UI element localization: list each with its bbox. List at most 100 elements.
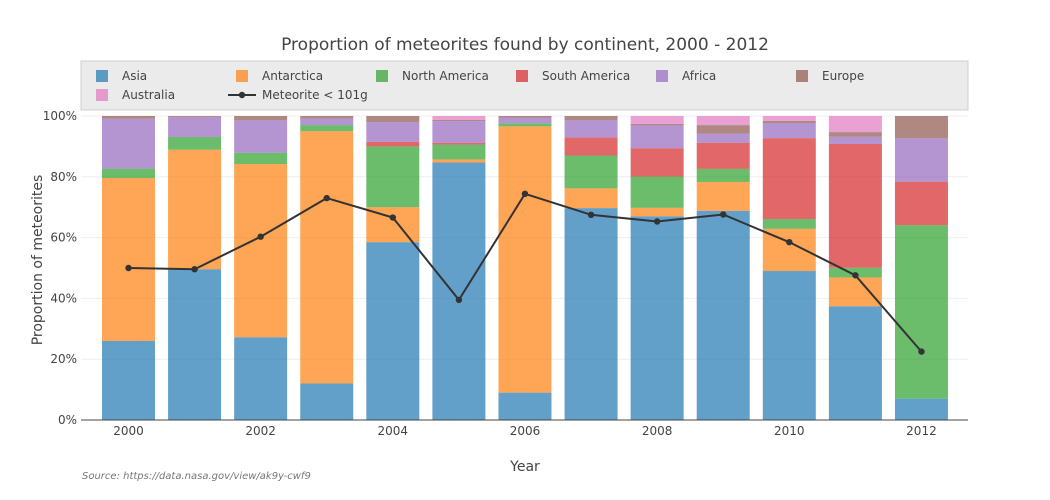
legend-label: Meteorite < 101g (262, 88, 368, 102)
bar-segment-europe (366, 116, 420, 123)
bar-segment-north-america (630, 176, 684, 208)
y-tick-label: 0% (58, 413, 77, 427)
legend-label: Africa (682, 69, 716, 83)
bar-segment-south-america (630, 148, 684, 177)
bar-segment-south-america (894, 181, 948, 226)
legend-label: Europe (822, 69, 864, 83)
bar-segment-europe (762, 120, 816, 123)
bar-segment-africa (894, 138, 948, 182)
bar-segment-antarctica (696, 181, 750, 211)
bar-segment-australia (828, 116, 882, 133)
bar-segment-antarctica (168, 149, 222, 270)
bar-segment-antarctica (630, 207, 684, 217)
legend-swatch (376, 70, 388, 82)
bar-segment-north-america (366, 146, 420, 208)
y-tick-label: 60% (50, 231, 77, 245)
bar-stack-group (102, 116, 948, 420)
bar-segment-asia (630, 216, 684, 420)
bar-segment-antarctica (102, 178, 155, 341)
bar-segment-africa (630, 125, 684, 149)
y-tick-label: 20% (50, 352, 77, 366)
legend-swatch (516, 70, 528, 82)
bar-segment-north-america (102, 168, 155, 179)
bar-segment-asia (234, 337, 288, 420)
line-point (852, 272, 859, 279)
line-point (389, 214, 397, 221)
bar-segment-australia (432, 116, 486, 120)
bar-segment-africa (102, 118, 155, 169)
bar-segment-north-america (168, 136, 222, 150)
legend-background (80, 60, 969, 111)
legend-label: Asia (122, 69, 147, 83)
bar-segment-africa (234, 120, 288, 153)
bar-segment-africa (762, 122, 816, 139)
bar-segment-asia (564, 208, 618, 420)
line-point (587, 211, 595, 218)
bar-segment-north-america (432, 144, 486, 160)
line-point (125, 264, 132, 272)
legend-swatch (796, 70, 808, 82)
x-tick-label: 2004 (378, 424, 409, 438)
bar-segment-africa (564, 120, 618, 138)
y-tick-label: 40% (50, 291, 77, 305)
bar-segment-south-america (762, 138, 816, 220)
legend: Asia Antarctica North America South America… (80, 60, 969, 111)
x-tick-label: 2008 (642, 424, 673, 438)
bar-segment-south-america (564, 137, 618, 156)
bar-segment-asia (168, 269, 222, 420)
bar-segment-antarctica (234, 164, 288, 338)
bar-segment-south-america (828, 143, 882, 268)
bar-segment-south-america (696, 142, 750, 169)
bar-segment-europe (828, 132, 882, 137)
line-point (918, 348, 925, 355)
bar-segment-north-america (498, 123, 552, 127)
x-axis-label: Year (509, 459, 540, 475)
bar-segment-north-america (234, 152, 288, 165)
bar-segment-asia (894, 398, 948, 420)
bar-segment-antarctica (498, 126, 552, 393)
bar-segment-antarctica (828, 277, 882, 307)
bar-segment-europe (432, 119, 486, 122)
bar-segment-north-america (894, 225, 948, 399)
bar-segment-north-america (300, 125, 354, 132)
bar-segment-south-america (366, 141, 420, 147)
bar-segment-africa (828, 136, 882, 144)
bar-segment-antarctica (564, 188, 618, 209)
source-note: Source: https://data.nasa.gov/view/ak9y-… (82, 471, 311, 482)
x-axis-ticks: 2000 2002 2004 2006 2008 2010 2012 (113, 424, 937, 438)
bar-segment-asia (102, 340, 155, 420)
legend-swatch (96, 70, 108, 82)
line-point (455, 296, 463, 304)
bar-segment-asia (762, 271, 816, 420)
line-point (191, 266, 198, 273)
bar-segment-north-america (696, 168, 750, 182)
line-point (521, 190, 529, 198)
y-tick-label: 100% (43, 109, 77, 123)
legend-label: Australia (122, 88, 175, 102)
bar-segment-asia (432, 162, 486, 420)
x-tick-label: 2002 (245, 424, 276, 438)
y-axis-ticks: 0% 20% 40% 60% 80% 100% (43, 109, 77, 427)
line-series-group (125, 190, 925, 355)
bar-segment-asia (498, 392, 552, 420)
bar-segment-europe (168, 116, 222, 117)
bar-segment-south-america (432, 142, 486, 145)
bar-segment-asia (300, 383, 354, 420)
bar-segment-asia (366, 242, 420, 420)
bar-segment-australia (696, 116, 750, 126)
y-tick-label: 80% (50, 170, 77, 184)
bar-segment-africa (300, 118, 354, 126)
y-axis-label: Proportion of meteorites (30, 175, 46, 346)
bar-segment-europe (696, 125, 750, 134)
bar-segment-australia (630, 116, 684, 124)
bar-segment-north-america (564, 155, 618, 189)
bar-segment-europe (630, 123, 684, 126)
bar-segment-africa (432, 121, 486, 143)
legend-label: North America (402, 69, 489, 83)
bar-segment-north-america (762, 219, 816, 229)
bar-segment-asia (828, 306, 882, 420)
bar-segment-europe (894, 116, 948, 139)
line-point (257, 233, 264, 240)
bar-segment-europe (234, 116, 288, 121)
